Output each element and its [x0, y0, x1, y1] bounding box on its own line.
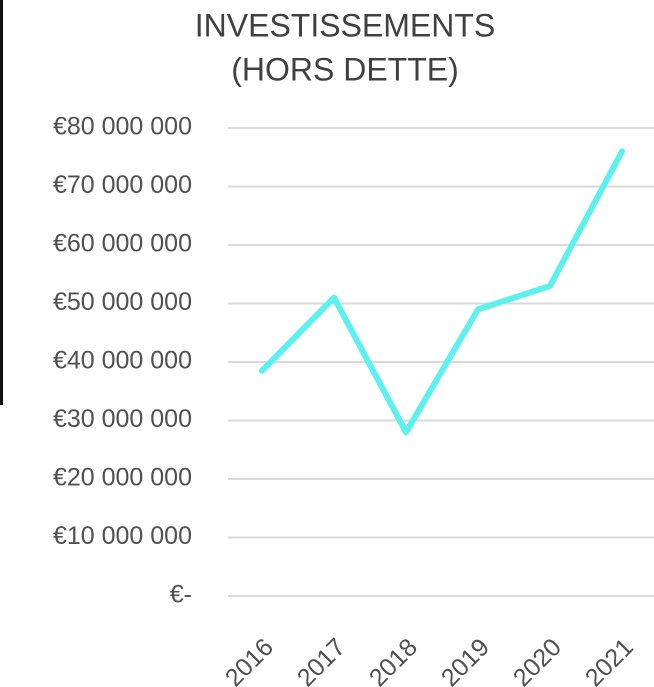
data-line	[259, 148, 625, 436]
y-tick-label: €20 000 000	[53, 464, 192, 492]
x-tick-label: 2017	[292, 633, 351, 687]
y-tick-label: €10 000 000	[53, 522, 192, 550]
y-tick-label: €50 000 000	[53, 288, 192, 316]
y-tick-label: €70 000 000	[53, 171, 192, 199]
x-tick-label: 2018	[364, 633, 423, 687]
x-tick-label: 2021	[580, 633, 639, 687]
left-edge-bar	[0, 0, 3, 405]
y-tick-label: €80 000 000	[53, 113, 192, 141]
y-tick-label: €30 000 000	[53, 405, 192, 433]
chart-title: INVESTISSEMENTS	[195, 7, 496, 43]
y-tick-label: €60 000 000	[53, 230, 192, 258]
x-tick-label: 2020	[508, 633, 567, 687]
y-tick-label: €-	[170, 581, 192, 609]
x-tick-label: 2016	[220, 633, 279, 687]
y-tick-label: €40 000 000	[53, 347, 192, 375]
x-tick-label: 2019	[436, 633, 495, 687]
chart-title: (HORS DETTE)	[231, 51, 459, 87]
